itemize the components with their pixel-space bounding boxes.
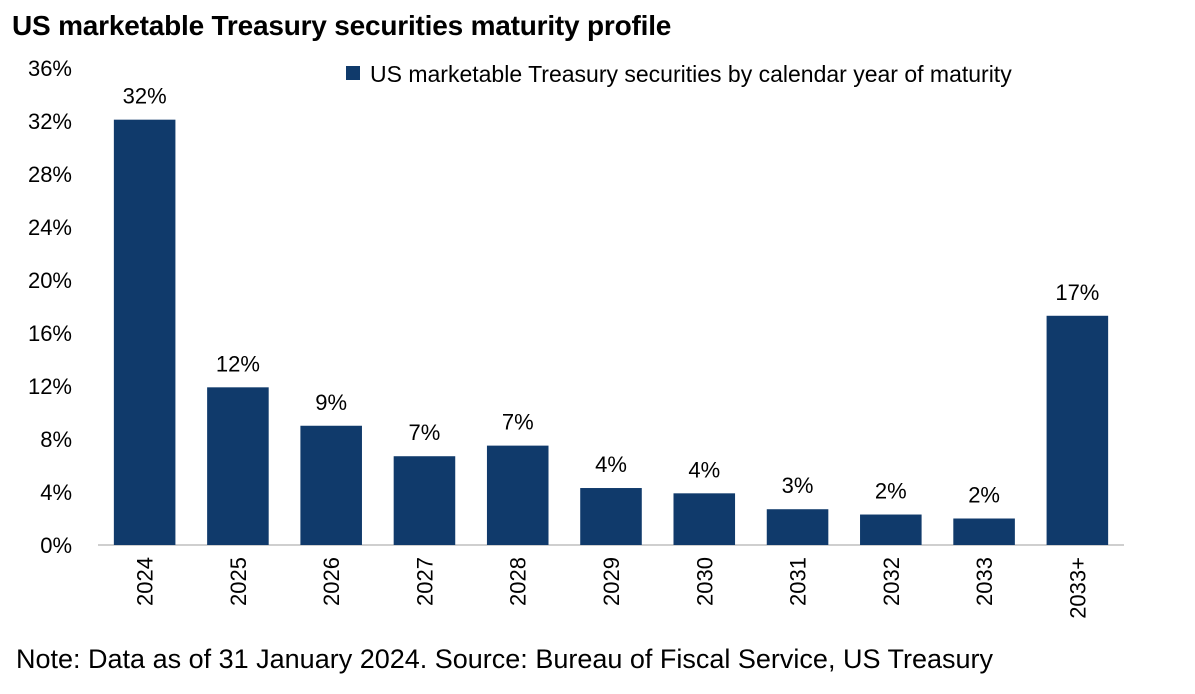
bar [393, 456, 456, 545]
y-tick-label: 28% [28, 162, 72, 187]
y-tick-label: 4% [40, 480, 72, 505]
data-label: 2% [875, 479, 907, 504]
bar [300, 425, 362, 545]
data-label: 4% [595, 452, 627, 477]
data-label: 9% [315, 390, 347, 415]
x-tick-label: 2024 [133, 557, 158, 606]
x-axis: 2024 2025 2026 2027 2028 2029 2030 2031 2032 2033… [98, 544, 1124, 619]
x-tick-label: 2033 [972, 557, 997, 606]
chart-title: US marketable Treasury securities maturi… [12, 10, 672, 41]
y-tick-label: 32% [28, 109, 72, 134]
data-label: 12% [216, 351, 260, 376]
bar [580, 488, 642, 545]
data-label: 32% [123, 84, 167, 109]
data-labels: 32% 12% 9% 7% 7% 4% 4% 3% 2% 2% 17% [123, 84, 1100, 508]
y-tick-label: 16% [28, 321, 72, 346]
legend-swatch [346, 66, 360, 80]
x-tick-label: 2028 [506, 557, 531, 606]
bar [953, 518, 1015, 545]
source-note: Note: Data as of 31 January 2024. Source… [16, 644, 993, 674]
x-tick-label: 2031 [786, 557, 811, 606]
data-label: 3% [782, 473, 814, 498]
y-tick-label: 0% [40, 533, 72, 558]
data-label: 2% [968, 483, 1000, 508]
y-tick-label: 8% [40, 427, 72, 452]
bar [486, 445, 549, 545]
y-tick-label: 24% [28, 215, 72, 240]
legend: US marketable Treasury securities by cal… [346, 61, 1012, 87]
x-tick-label: 2027 [412, 557, 437, 606]
x-tick-label: 2030 [692, 557, 717, 606]
bar-chart: 0% 4% 8% 12% 16% 20% 24% 28% 32% 36% 2024 2025 2026… [28, 56, 1124, 619]
x-tick-label: 2029 [599, 557, 624, 606]
data-label: 7% [502, 410, 534, 435]
bars [113, 119, 1109, 546]
data-label: 17% [1055, 280, 1099, 305]
y-tick-label: 12% [28, 374, 72, 399]
data-label: 7% [409, 420, 441, 445]
y-tick-label: 36% [28, 56, 72, 81]
y-axis: 0% 4% 8% 12% 16% 20% 24% 28% 32% 36% [28, 56, 72, 558]
bar [113, 119, 176, 546]
bar [673, 493, 736, 545]
legend-label: US marketable Treasury securities by cal… [370, 61, 1012, 87]
x-tick-label: 2025 [226, 557, 251, 606]
x-tick-label: 2026 [319, 557, 344, 606]
bar [766, 509, 829, 545]
y-tick-label: 20% [28, 268, 72, 293]
bar [860, 514, 922, 545]
bar [1046, 315, 1109, 545]
x-tick-label: 2033+ [1065, 557, 1090, 619]
bar [207, 387, 269, 545]
data-label: 4% [688, 457, 720, 482]
x-tick-label: 2032 [879, 557, 904, 606]
